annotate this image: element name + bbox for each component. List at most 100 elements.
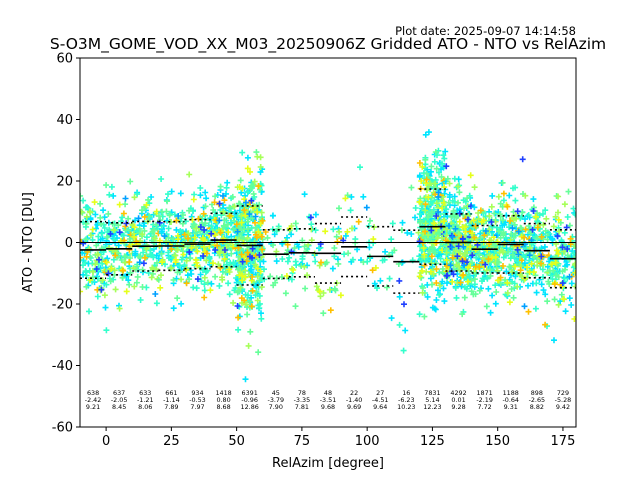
bin-sd-label: 7.72 (478, 403, 492, 411)
bin-n-label: 78 (298, 389, 306, 397)
point-group (181, 210, 213, 301)
point-group (122, 195, 129, 202)
bin-n-label: 638 (87, 389, 99, 397)
bin-n-label: 1871 (476, 389, 492, 397)
x-tick-label: 75 (294, 434, 311, 449)
point-group (273, 238, 289, 255)
point-group (262, 229, 291, 248)
point-group (509, 225, 527, 258)
point-group (156, 219, 163, 226)
x-axis-ticks: 0 25 50 75 100 125 150 175 (102, 427, 575, 449)
bin-sd-label: 9.64 (373, 403, 387, 411)
bin-n-label: 45 (272, 389, 280, 397)
point-group (529, 208, 545, 260)
y-tick-label: 20 (56, 175, 73, 190)
bin-sd-label: 9.31 (504, 403, 518, 411)
bin-sd-label: 8.45 (112, 403, 126, 411)
y-tick-label: 0 (65, 236, 73, 251)
bin-mean-label: -5.28 (555, 396, 572, 404)
scatter-points (80, 129, 576, 383)
point-group (369, 267, 376, 274)
bin-n-label: 661 (165, 389, 177, 397)
bin-n-label: 934 (191, 389, 203, 397)
bin-n-label: 729 (557, 389, 569, 397)
x-tick-label: 50 (228, 434, 245, 449)
x-tick-label: 0 (102, 434, 110, 449)
bin-mean-label: -3.51 (320, 396, 337, 404)
y-axis-ticks: -60 -40 -20 0 20 40 60 (52, 52, 80, 436)
y-axis-label: ATO - NTO [DU] (21, 192, 36, 293)
point-group (482, 228, 500, 239)
bin-sd-label: 7.81 (295, 403, 309, 411)
bin-n-label: 4292 (450, 389, 466, 397)
bin-n-label: 1418 (215, 389, 231, 397)
point-group (286, 225, 297, 273)
point-group (264, 226, 291, 297)
bin-sd-label: 12.86 (241, 403, 259, 411)
bin-mean-label: -3.79 (268, 396, 285, 404)
point-group (446, 223, 468, 269)
bin-sd-label: 9.68 (321, 403, 335, 411)
point-group (216, 192, 226, 224)
bin-sd-label: 8.68 (216, 403, 230, 411)
y-tick-label: -20 (52, 298, 73, 313)
y-tick-label: 40 (56, 113, 73, 128)
plot-date: Plot date: 2025-09-07 14:14:58 (395, 24, 576, 38)
bin-n-label: 22 (350, 389, 358, 397)
point-group (349, 225, 355, 232)
bin-mean-label: -4.51 (372, 396, 389, 404)
point-group (318, 238, 341, 314)
bin-mean-label: -2.65 (529, 396, 546, 404)
bin-mean-label: -1.21 (137, 396, 154, 404)
bin-sd-label: 9.21 (86, 403, 100, 411)
point-group (283, 273, 290, 279)
point-group (566, 273, 573, 280)
bin-sd-label: 12.23 (423, 403, 441, 411)
point-group (338, 218, 362, 242)
y-tick-label: -60 (52, 421, 73, 436)
bin-n-label: 633 (139, 389, 151, 397)
point-group (112, 210, 134, 274)
bin-mean-label: 0.01 (451, 396, 465, 404)
point-group (129, 201, 160, 248)
point-group (168, 217, 180, 253)
bin-n-label: 1188 (503, 389, 519, 397)
point-group (391, 184, 415, 267)
bin-statistics-labels: 638-2.429.21637-2.058.45633-1.218.06661-… (85, 389, 571, 411)
point-group (233, 183, 266, 321)
point-group (312, 226, 338, 265)
point-group (133, 213, 162, 261)
bin-n-label: 6391 (242, 389, 258, 397)
bin-sd-label: 8.82 (530, 403, 544, 411)
bin-n-label: 27 (376, 389, 384, 397)
point-group (234, 197, 263, 309)
bin-mean-label: -0.96 (241, 396, 258, 404)
x-axis-label: RelAzim [degree] (272, 456, 384, 471)
point-group (514, 156, 526, 253)
point-group (341, 164, 363, 263)
bin-sd-label: 7.97 (190, 403, 204, 411)
point-group (158, 176, 186, 271)
point-group (140, 260, 147, 267)
bin-sd-label: 9.69 (347, 403, 361, 411)
point-group (443, 163, 474, 279)
x-tick-label: 25 (163, 434, 180, 449)
x-tick-label: 175 (551, 434, 576, 449)
y-tick-label: -40 (52, 359, 73, 374)
point-group (320, 205, 342, 317)
point-group (370, 236, 379, 271)
x-tick-label: 125 (420, 434, 445, 449)
bin-n-label: 637 (113, 389, 125, 397)
point-group (260, 212, 290, 265)
point-group (135, 215, 159, 297)
point-group (435, 189, 442, 215)
bin-mean-label: 5.14 (425, 396, 439, 404)
chart-title: S-O3M_GOME_VOD_XX_M03_20250906Z Gridded … (50, 35, 606, 54)
point-group (186, 224, 208, 283)
bin-sd-label: 10.23 (397, 403, 415, 411)
bin-n-label: 48 (324, 389, 332, 397)
point-group (469, 219, 495, 268)
bin-sd-label: 9.28 (451, 403, 465, 411)
bin-mean-label: -1.40 (346, 396, 363, 404)
bin-mean-label: -6.23 (398, 396, 415, 404)
